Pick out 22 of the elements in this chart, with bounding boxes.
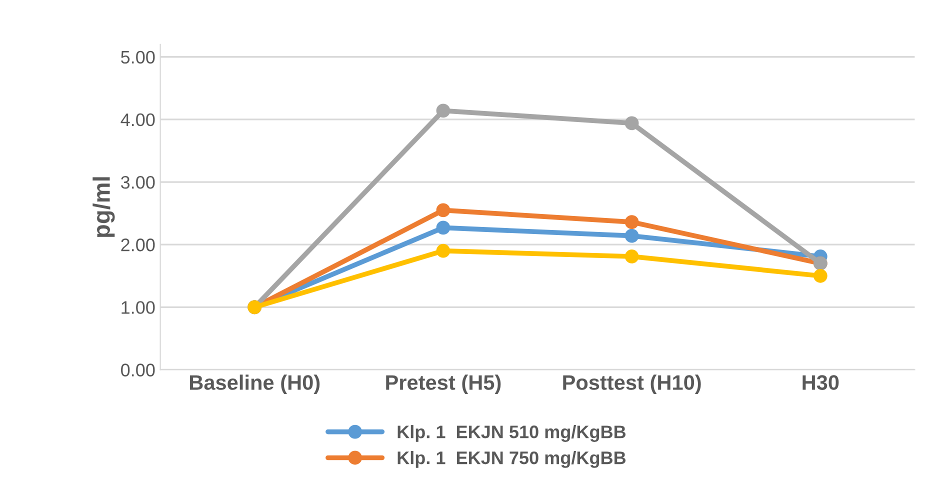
legend-label: Klp. 1 EKJN 510 mg/KgBB (398, 425, 626, 442)
y-tick-label: 2.00 (121, 238, 155, 252)
point (436, 244, 450, 258)
point (624, 228, 639, 243)
point (813, 268, 828, 283)
point (624, 116, 639, 130)
y-tick-label: 0.00 (121, 364, 155, 376)
y-tick-label: 4.00 (120, 113, 155, 126)
point (436, 104, 450, 118)
point (624, 215, 639, 230)
point (436, 220, 450, 235)
x-tick-label: Posttest (H10) (563, 374, 701, 394)
y-axis-title: pg/ml (92, 177, 115, 237)
point (624, 250, 639, 264)
legend-label: Klp. 1 EKJN 750 mg/KgBB (398, 450, 626, 468)
y-tick-label: 5.00 (121, 50, 155, 64)
y-tick-label: 1.00 (122, 301, 155, 314)
point (436, 203, 450, 218)
y-tick-label: 3.00 (121, 176, 155, 189)
x-tick-label: H30 (802, 375, 839, 390)
x-tick-label: Baseline (H0) (190, 374, 320, 394)
x-tick-label: Pretest (H5) (386, 374, 501, 394)
